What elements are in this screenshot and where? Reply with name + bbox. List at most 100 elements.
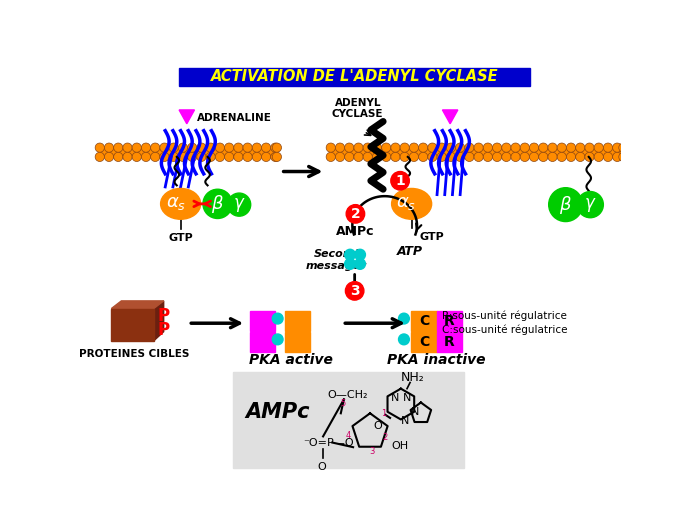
Text: ADRENALINE: ADRENALINE: [197, 113, 272, 123]
Circle shape: [548, 152, 557, 161]
Circle shape: [493, 143, 502, 152]
Circle shape: [354, 249, 365, 260]
Bar: [111, 309, 154, 341]
Circle shape: [224, 152, 234, 161]
Circle shape: [95, 152, 104, 161]
Text: AMPc: AMPc: [246, 402, 310, 422]
Circle shape: [493, 152, 502, 161]
Circle shape: [272, 143, 282, 152]
Circle shape: [253, 152, 262, 161]
Circle shape: [123, 143, 132, 152]
Circle shape: [151, 143, 160, 152]
Circle shape: [363, 152, 372, 161]
Circle shape: [354, 259, 365, 269]
Circle shape: [354, 152, 363, 161]
Circle shape: [612, 152, 622, 161]
Circle shape: [363, 143, 372, 152]
Circle shape: [132, 152, 141, 161]
Circle shape: [391, 152, 400, 161]
Text: O: O: [374, 421, 382, 431]
Circle shape: [272, 334, 283, 345]
Text: R: R: [444, 314, 455, 328]
FancyBboxPatch shape: [411, 311, 437, 331]
Circle shape: [399, 334, 410, 345]
Circle shape: [400, 152, 410, 161]
Text: $\alpha_s$: $\alpha_s$: [396, 194, 417, 212]
FancyBboxPatch shape: [250, 311, 275, 331]
Circle shape: [243, 152, 253, 161]
Text: NH₂: NH₂: [401, 371, 424, 383]
Circle shape: [437, 143, 446, 152]
Circle shape: [446, 152, 455, 161]
Text: GTP: GTP: [168, 233, 193, 243]
Text: ⁻O=P—O: ⁻O=P—O: [303, 438, 354, 448]
Circle shape: [345, 152, 354, 161]
Circle shape: [474, 143, 483, 152]
Circle shape: [511, 143, 520, 152]
Circle shape: [529, 143, 538, 152]
Circle shape: [141, 152, 151, 161]
Ellipse shape: [161, 189, 201, 219]
Circle shape: [243, 143, 253, 152]
Circle shape: [511, 152, 520, 161]
Circle shape: [538, 143, 548, 152]
Circle shape: [557, 143, 566, 152]
Text: 5: 5: [340, 399, 346, 408]
Circle shape: [354, 143, 363, 152]
Circle shape: [594, 152, 603, 161]
FancyBboxPatch shape: [437, 332, 462, 352]
Text: N: N: [403, 393, 411, 403]
Polygon shape: [442, 110, 458, 124]
Circle shape: [619, 152, 628, 161]
Polygon shape: [179, 110, 194, 124]
Circle shape: [372, 143, 381, 152]
Circle shape: [188, 152, 197, 161]
Circle shape: [594, 143, 603, 152]
Circle shape: [179, 152, 188, 161]
Circle shape: [391, 143, 400, 152]
Circle shape: [502, 152, 511, 161]
Circle shape: [188, 143, 197, 152]
Text: P: P: [158, 321, 170, 339]
Circle shape: [619, 143, 628, 152]
Text: C: C: [419, 335, 429, 349]
Circle shape: [160, 152, 169, 161]
Text: $\gamma$: $\gamma$: [233, 195, 246, 213]
Text: 2: 2: [383, 433, 388, 442]
Text: Second
messager: Second messager: [306, 249, 367, 271]
FancyBboxPatch shape: [250, 332, 275, 352]
Text: $\beta$: $\beta$: [211, 193, 224, 215]
Circle shape: [113, 143, 123, 152]
Circle shape: [234, 152, 243, 161]
FancyBboxPatch shape: [437, 311, 462, 331]
Text: ADENYL
CYCLASE: ADENYL CYCLASE: [332, 98, 383, 119]
Circle shape: [215, 143, 224, 152]
Text: 4: 4: [346, 431, 351, 440]
Circle shape: [272, 313, 283, 324]
Text: ACTIVATION DE L'ADENYL CYCLASE: ACTIVATION DE L'ADENYL CYCLASE: [211, 70, 498, 84]
FancyBboxPatch shape: [285, 311, 311, 331]
Circle shape: [372, 152, 381, 161]
Text: 2: 2: [351, 207, 361, 221]
Circle shape: [428, 152, 437, 161]
Polygon shape: [154, 301, 164, 341]
Circle shape: [381, 143, 391, 152]
Circle shape: [272, 152, 282, 161]
Circle shape: [576, 143, 585, 152]
Circle shape: [262, 152, 271, 161]
Circle shape: [483, 152, 493, 161]
Text: P: P: [158, 307, 170, 326]
Circle shape: [123, 152, 132, 161]
Text: N: N: [390, 393, 399, 403]
Circle shape: [520, 152, 529, 161]
Circle shape: [151, 152, 160, 161]
Circle shape: [455, 152, 465, 161]
Circle shape: [336, 152, 345, 161]
Text: PROTEINES CIBLES: PROTEINES CIBLES: [80, 349, 190, 358]
Text: O: O: [317, 462, 326, 472]
Circle shape: [474, 152, 483, 161]
FancyBboxPatch shape: [285, 332, 311, 352]
Circle shape: [502, 143, 511, 152]
Circle shape: [577, 192, 603, 218]
Text: R:sous-unité régulatrice: R:sous-unité régulatrice: [442, 310, 567, 321]
